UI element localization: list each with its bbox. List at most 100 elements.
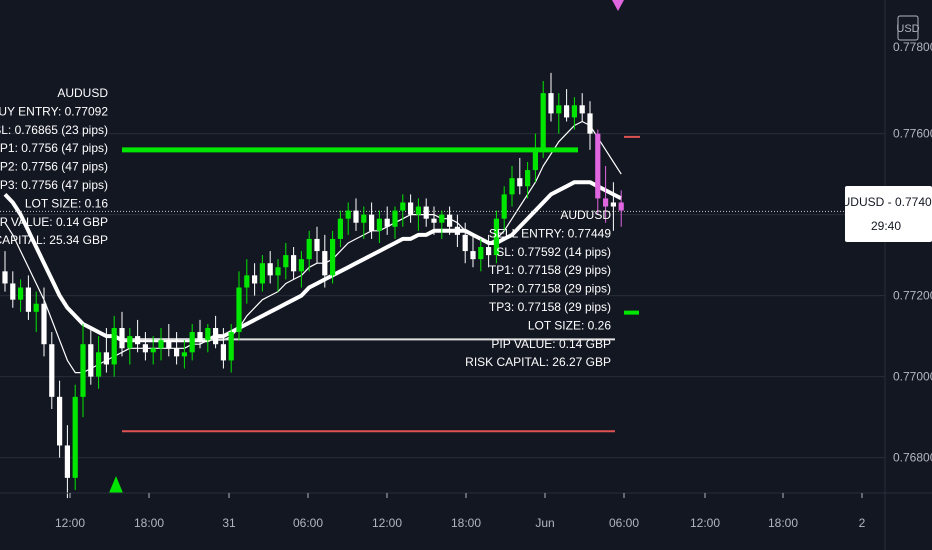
candle-body (252, 275, 258, 284)
candle-body (236, 287, 242, 333)
candle-body (548, 93, 554, 114)
candle-body (111, 328, 117, 365)
candle-body (158, 340, 164, 349)
buy-info-box-line: RISK CAPITAL: 25.34 GBP (0, 233, 108, 247)
candles (2, 0, 624, 499)
buy-info-box-line: SL: 0.76865 (23 pips) (0, 123, 108, 137)
candle-body (384, 218, 390, 227)
candle-body (25, 287, 31, 312)
sell-info-box-line: SELL ENTRY: 0.77449 (489, 226, 611, 240)
x-tick-label: 2 (859, 516, 866, 530)
candle-body (337, 218, 343, 239)
x-tick-label: 06:00 (609, 516, 639, 530)
candle-body (18, 287, 24, 300)
currency-label: USD (896, 23, 919, 35)
price-label-box (845, 186, 932, 242)
candle-body (2, 271, 8, 284)
candle-body (330, 238, 336, 276)
x-tick-label: 18:00 (134, 516, 164, 530)
ma-slow-line (3, 180, 623, 343)
buy-info-box-line: AUDUSD (57, 86, 108, 100)
candle-body (57, 396, 63, 446)
candle-body (314, 238, 320, 252)
candle-body (283, 255, 289, 268)
candle-body (189, 332, 195, 353)
candle-body (571, 105, 577, 118)
candle-body (127, 336, 133, 349)
candle-body (322, 251, 328, 276)
sell-info-box-line: SL: 0.77592 (14 pips) (496, 245, 611, 259)
sell-info-box-line: TP2: 0.77158 (29 pips) (489, 282, 611, 296)
x-tick-label: 06:00 (293, 516, 323, 530)
x-tick-label: 12:00 (372, 516, 402, 530)
sell-info-box-line: PIP VALUE: 0.14 GBP (491, 337, 611, 351)
candle-body (181, 352, 187, 357)
buy-arrow-icon (109, 476, 123, 493)
candle-body (470, 251, 476, 260)
sell-arrow-icon (612, 0, 624, 11)
candle-body (213, 328, 219, 345)
candle-body (244, 275, 250, 288)
countdown-text: 29:40 (871, 219, 901, 233)
candle-body (306, 238, 312, 260)
candle-body (80, 344, 86, 397)
candle-body (96, 352, 102, 377)
candle-body (345, 210, 351, 219)
candle-body (228, 332, 234, 361)
x-tick-label: 12:00 (690, 516, 720, 530)
candle-body (119, 328, 125, 349)
candle-body (259, 263, 265, 284)
candle-body (88, 344, 94, 377)
x-tick-label: 31 (222, 516, 236, 530)
candle-body (532, 149, 538, 171)
sell-info-box-line: RISK CAPITAL: 26.27 GBP (465, 355, 611, 369)
candle-body (369, 214, 375, 231)
candle-body (353, 210, 359, 223)
candle-body (415, 206, 421, 215)
candle-body (220, 344, 226, 361)
candle-body (166, 340, 172, 349)
candle-body (103, 352, 109, 365)
candle-body (603, 198, 609, 207)
candle-body (376, 218, 382, 231)
candle-body (142, 344, 148, 353)
y-tick-label-top: 0.77800 (893, 40, 932, 54)
buy-info-box-line: TP2: 0.7756 (47 pips) (0, 160, 108, 174)
candle-body (174, 348, 180, 357)
candle-body (392, 210, 398, 227)
candle-body (493, 218, 499, 256)
level-lines (0, 135, 885, 433)
sell-info-box-line: LOT SIZE: 0.26 (528, 318, 611, 332)
buy-info-box-line: LOT SIZE: 0.16 (25, 196, 108, 210)
x-tick-label: 18:00 (768, 516, 798, 530)
candle-body (439, 214, 445, 223)
candle-body (501, 194, 507, 219)
candle-body (564, 105, 570, 118)
sell-info-box-line: AUDUSD (560, 208, 611, 222)
buy-info-box-line: TP3: 0.7756 (47 pips) (0, 178, 108, 192)
candle-body (205, 328, 211, 341)
candle-body (10, 283, 16, 300)
candle-body (525, 170, 531, 187)
candle-body (462, 234, 468, 252)
x-tick-label: 18:00 (451, 516, 481, 530)
candle-body (556, 105, 562, 114)
candle-body (478, 247, 484, 260)
signal-boxes: AUDUSD BUY ENTRY: 0.77092 SL: 0.76865 (23 … (0, 86, 611, 369)
candle-body (150, 348, 156, 353)
candle-body (72, 396, 78, 478)
candle-body (408, 202, 414, 215)
candle-body (41, 303, 47, 345)
buy-info-box-line: TP1: 0.7756 (47 pips) (0, 141, 108, 155)
candle-body (431, 218, 437, 223)
x-tick-label: 12:00 (55, 516, 85, 530)
candle-body (447, 214, 453, 227)
candle-body (610, 202, 616, 207)
